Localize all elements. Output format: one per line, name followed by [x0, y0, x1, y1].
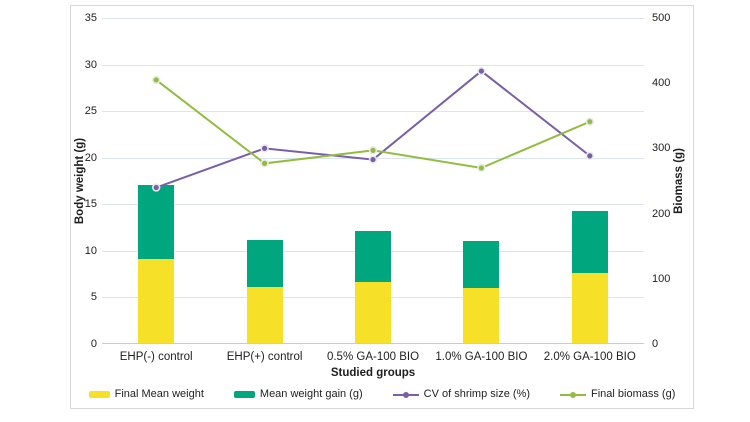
bar-segment-mean-weight-gain-g: [463, 241, 500, 289]
gridline: [102, 111, 644, 113]
x-axis-category-label: 1.0% GA-100 BIO: [435, 351, 528, 363]
bar-segment-mean-weight-gain-g: [355, 231, 391, 283]
y-axis-tick-left: 15: [84, 198, 97, 211]
x-axis-category-label: 0.5% GA-100 BIO: [326, 351, 420, 363]
line-series-layer: [151, 66, 594, 192]
gridline: [102, 64, 644, 66]
legend-item-cv-of-shrimp-size: CV of shrimp size (%): [392, 388, 530, 400]
x-axis-category-label: EHP(-) control: [119, 351, 193, 363]
bar-segment-final-mean-weight: [355, 282, 391, 343]
line-final-biomass-g: [155, 79, 591, 169]
y-axis-title-right: Biomass (g): [673, 148, 685, 214]
bar-segment-final-mean-weight: [571, 273, 608, 343]
legend-item-final-mean-weight: Final Mean weight: [88, 388, 204, 400]
y-axis-tick-right: 400: [652, 77, 671, 90]
y-axis-tick-left: 25: [84, 105, 97, 118]
plot-area: [102, 18, 644, 344]
y-axis-tick-left: 5: [90, 291, 97, 304]
bar-segment-mean-weight-gain-g: [246, 239, 283, 288]
gridline: [102, 18, 644, 19]
data-point-marker: [260, 144, 269, 153]
legend-line-dot: [402, 391, 409, 398]
legend-line-swatch: [560, 390, 586, 399]
y-axis-tick-left: 0: [90, 338, 97, 350]
legend-line-dot: [570, 391, 576, 398]
legend-label: CV of shrimp size (%): [423, 388, 530, 400]
x-axis-category-label: EHP(+) control: [226, 351, 303, 363]
bar-stack: [355, 231, 391, 343]
legend-bar-swatch: [88, 390, 110, 398]
data-point-marker: [260, 159, 269, 168]
bar-segment-final-mean-weight: [138, 259, 175, 343]
bar-segment-mean-weight-gain-g: [138, 184, 175, 260]
legend-label: Final biomass (g): [591, 388, 676, 400]
y-axis-tick-right: 200: [652, 207, 671, 220]
legend-item-final-biomass-g: Final biomass (g): [560, 388, 675, 400]
legend-bar-swatch: [233, 390, 255, 398]
legend-line-swatch: [392, 390, 419, 399]
chart-legend: Final Mean weight Mean weight gain (g) CV …: [71, 388, 693, 400]
y-axis-tick-left: 10: [84, 244, 97, 257]
x-axis-title: Studied groups: [330, 367, 416, 379]
data-point-marker: [368, 146, 378, 155]
y-axis-tick-left: 20: [84, 151, 97, 164]
y-axis-tick-left: 35: [84, 12, 97, 24]
y-axis-tick-right: 0: [652, 338, 659, 350]
y-axis-tick-left: 30: [84, 58, 97, 71]
data-point-marker: [585, 151, 594, 161]
bar-segment-final-mean-weight: [463, 288, 500, 343]
legend-label: Mean weight gain (g): [259, 388, 363, 400]
data-point-marker: [368, 155, 378, 164]
data-point-marker: [585, 117, 594, 126]
legend-label: Final Mean weight: [114, 388, 204, 400]
data-point-marker: [477, 66, 486, 76]
x-axis-category-label: 2.0% GA-100 BIO: [543, 351, 636, 363]
legend-item-mean-weight-gain-g: Mean weight gain (g): [233, 388, 363, 400]
data-point-marker: [151, 75, 161, 85]
bar-stack: [571, 210, 608, 343]
chart-figure: Body weight (g) Biomass (g) Studied grou…: [70, 5, 694, 409]
y-axis-tick-right: 500: [652, 12, 671, 24]
data-point-marker: [477, 163, 486, 173]
bar-stack: [246, 239, 283, 343]
data-point-marker: [151, 183, 161, 192]
bar-stack: [138, 184, 175, 343]
y-axis-tick-right: 300: [652, 142, 671, 155]
y-axis-tick-right: 100: [652, 272, 671, 285]
bar-stack: [463, 241, 500, 343]
bar-segment-mean-weight-gain-g: [571, 210, 608, 274]
bar-segment-final-mean-weight: [246, 287, 283, 343]
x-axis-line: [102, 343, 644, 344]
gridline: [102, 204, 644, 206]
